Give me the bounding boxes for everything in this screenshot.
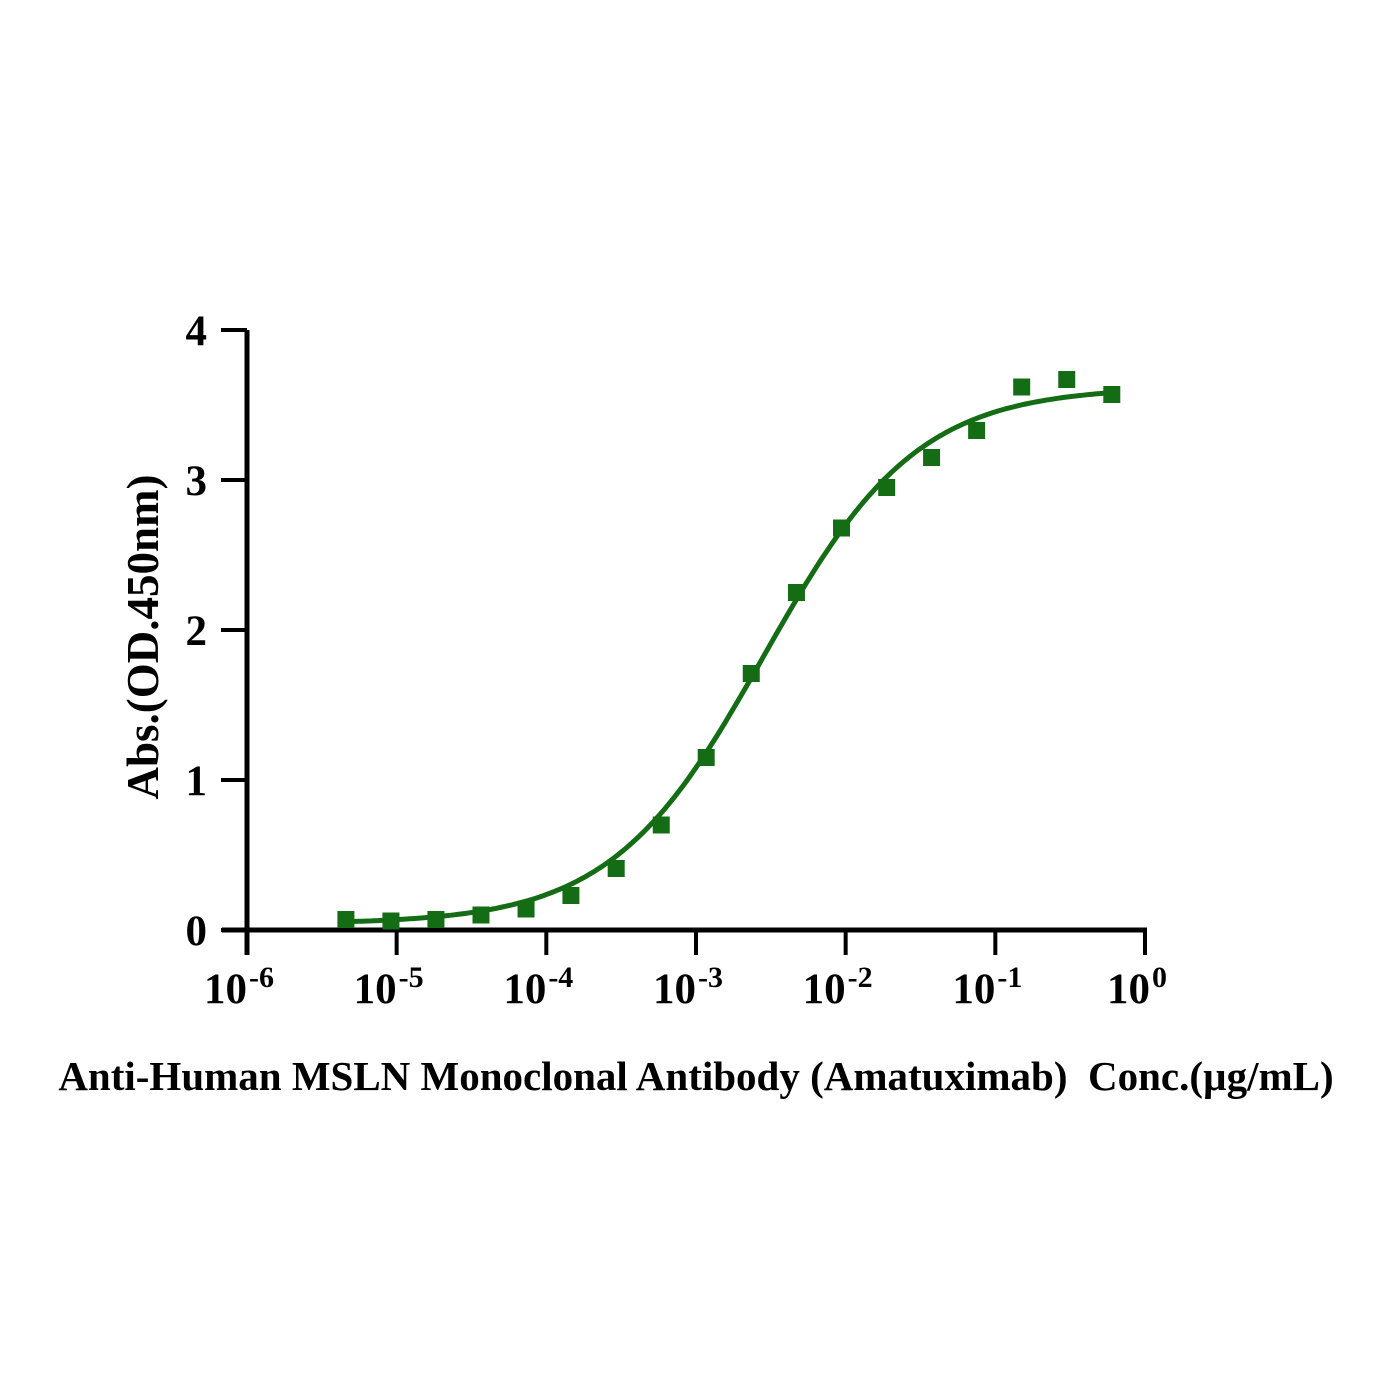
data-point-marker <box>1103 386 1121 403</box>
data-point-marker <box>427 911 445 928</box>
data-point-marker <box>562 887 580 904</box>
y-tick-label: 4 <box>186 308 208 355</box>
y-axis-ticks: 0 1 2 3 4 <box>186 308 247 955</box>
x-tick-label: 10-5 <box>354 961 424 1013</box>
data-point-marker <box>1058 371 1076 388</box>
x-tick-label: 10-3 <box>653 961 723 1013</box>
axes <box>222 330 1147 955</box>
data-point-marker <box>787 584 805 601</box>
fit-curve-line <box>343 390 1115 925</box>
x-tick-label: 100 <box>1107 961 1167 1013</box>
data-point-marker <box>923 449 941 466</box>
data-point-marker <box>652 816 670 834</box>
x-tick-label: 10-1 <box>952 961 1022 1013</box>
data-point-marker <box>878 479 896 496</box>
data-point-marker <box>742 665 760 682</box>
data-point-marker <box>1013 378 1031 396</box>
data-point-marker <box>517 900 535 918</box>
data-point-marker <box>832 519 850 537</box>
y-tick-label: 3 <box>186 458 208 505</box>
x-axis-title: Anti-Human MSLN Monoclonal Antibody (Ama… <box>58 1053 1333 1099</box>
data-point-marker <box>697 749 715 766</box>
data-point-markers <box>337 371 1121 930</box>
x-axis-ticks: 10-6 10-5 10-4 10-3 10-2 10-1 100 <box>204 930 1167 1013</box>
data-point-marker <box>382 912 400 930</box>
y-axis-title: Abs.(OD.450nm) <box>118 474 168 799</box>
x-tick-label: 10-2 <box>803 961 873 1013</box>
data-point-marker <box>607 860 625 877</box>
x-tick-label: 10-6 <box>204 961 274 1013</box>
y-tick-label: 0 <box>186 908 208 955</box>
data-point-marker <box>472 906 490 924</box>
y-tick-label: 2 <box>186 608 208 655</box>
y-tick-label: 1 <box>186 758 208 805</box>
x-tick-label: 10-4 <box>503 961 573 1013</box>
data-point-marker <box>968 422 986 439</box>
data-point-marker <box>337 911 355 928</box>
